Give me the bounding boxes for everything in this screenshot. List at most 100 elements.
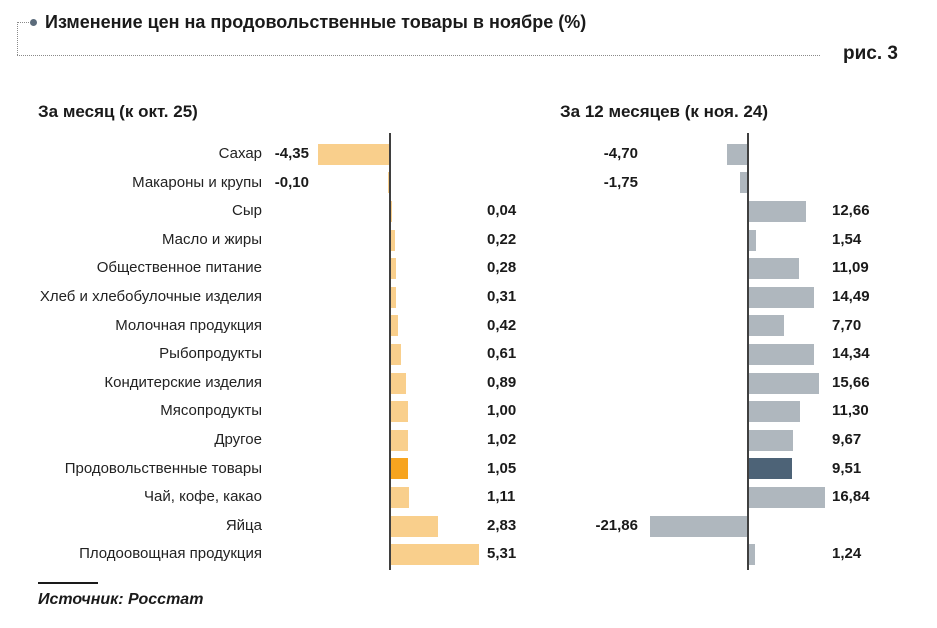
month-value-label: 0,89 xyxy=(487,373,517,391)
category-label: Макароны и крупы xyxy=(132,173,262,191)
title-frame-left-border xyxy=(17,22,19,55)
month-value-label: 0,28 xyxy=(487,259,517,277)
year-value-label: 16,84 xyxy=(832,488,870,506)
month-value-label: 2,83 xyxy=(487,516,517,534)
month-value-label: -0,10 xyxy=(274,173,309,191)
chart-row: Сахар -4,35 -4,70 xyxy=(0,140,937,169)
month-value-label: -4,35 xyxy=(274,145,309,162)
month-bar xyxy=(391,372,406,394)
year-value-label: 15,66 xyxy=(832,373,870,391)
chart-row: Яйца 2,83 -21,86 xyxy=(0,512,937,541)
month-value-label: 1,05 xyxy=(487,459,517,477)
month-value-label: 0,04 xyxy=(487,202,517,220)
category-label: Плодоовощная продукция xyxy=(79,545,262,563)
month-bar xyxy=(391,401,408,423)
year-bar xyxy=(649,515,748,537)
month-value-label: 0,61 xyxy=(487,345,517,363)
year-bar xyxy=(726,143,748,165)
month-value-label: 1,00 xyxy=(487,402,517,420)
chart-row: Общественное питание 0,28 11,09 xyxy=(0,254,937,283)
year-bar xyxy=(749,458,792,480)
category-label: Общественное питание xyxy=(96,259,262,277)
title-frame-bottom-border xyxy=(17,55,820,57)
year-value-label: 1,24 xyxy=(832,545,862,563)
chart-row: Макароны и крупы -0,10 -1,75 xyxy=(0,169,937,198)
category-label: Мясопродукты xyxy=(160,402,262,420)
category-label: Хлеб и хлебобулочные изделия xyxy=(39,288,262,305)
month-bar xyxy=(391,315,398,337)
year-value-label: 11,09 xyxy=(832,259,869,277)
year-bar xyxy=(749,286,815,308)
category-label: Сыр xyxy=(232,202,262,220)
year-bar xyxy=(749,229,756,251)
chart-row: Хлеб и хлебобулочные изделия 0,31 14,49 xyxy=(0,283,937,312)
year-value-label: -21,86 xyxy=(595,516,638,534)
source-note: Источник: Росстат xyxy=(38,591,204,608)
year-bar xyxy=(749,343,814,365)
chart-row: Другое 1,02 9,67 xyxy=(0,426,937,455)
chart-row: Рыбопродукты 0,61 14,34 xyxy=(0,340,937,369)
category-label: Сахар xyxy=(218,145,262,162)
year-panel-header: За 12 месяцев (к ноя. 24) xyxy=(560,102,768,121)
year-value-label: -1,75 xyxy=(603,173,638,191)
year-bar xyxy=(749,486,825,508)
chart-row: Мясопродукты 1,00 11,30 xyxy=(0,397,937,426)
year-bar xyxy=(749,401,800,423)
month-bar xyxy=(391,544,480,566)
month-bar xyxy=(391,515,438,537)
category-label: Чай, кофе, какао xyxy=(144,488,262,506)
year-bar xyxy=(749,200,806,222)
category-label: Рыбопродукты xyxy=(159,345,262,363)
month-value-label: 0,22 xyxy=(487,230,517,248)
month-panel-header: За месяц (к окт. 25) xyxy=(38,102,198,121)
month-value-label: 0,42 xyxy=(487,316,517,334)
year-value-label: 11,30 xyxy=(832,402,869,420)
month-bar xyxy=(391,258,396,280)
month-bar xyxy=(317,143,390,165)
year-bar xyxy=(749,429,793,451)
figure-number-label: рис. 3 xyxy=(843,43,898,64)
year-bar xyxy=(749,315,784,337)
month-bar xyxy=(391,343,402,365)
year-value-label: 12,66 xyxy=(832,202,870,220)
year-value-label: 7,70 xyxy=(832,316,862,334)
year-value-label: -4,70 xyxy=(603,145,638,162)
category-label: Масло и жиры xyxy=(161,230,262,248)
month-value-label: 1,11 xyxy=(487,488,516,506)
chart-row: Масло и жиры 0,22 1,54 xyxy=(0,226,937,255)
year-value-label: 1,54 xyxy=(832,230,862,248)
month-bar xyxy=(391,458,409,480)
month-value-label: 5,31 xyxy=(487,545,517,563)
chart-row: Плодоовощная продукция 5,31 1,24 xyxy=(0,540,937,569)
category-label: Кондитерские изделия xyxy=(104,373,262,391)
title-frame-top-segment xyxy=(17,22,29,24)
month-bar xyxy=(391,486,410,508)
chart-row: Кондитерские изделия 0,89 15,66 xyxy=(0,369,937,398)
category-label: Молочная продукция xyxy=(115,316,262,334)
chart-row: Чай, кофе, какао 1,11 16,84 xyxy=(0,483,937,512)
category-label: Другое xyxy=(214,431,262,448)
month-value-label: 1,02 xyxy=(487,431,517,448)
category-label: Продовольственные товары xyxy=(64,459,262,477)
year-value-label: 14,49 xyxy=(832,288,870,305)
month-bar xyxy=(391,200,392,222)
bullet-icon xyxy=(30,19,37,26)
year-bar xyxy=(749,544,755,566)
year-axis-line xyxy=(747,133,749,570)
year-value-label: 9,51 xyxy=(832,459,862,477)
month-bar xyxy=(391,286,397,308)
chart-row: Сыр 0,04 12,66 xyxy=(0,197,937,226)
month-axis-line xyxy=(389,133,391,570)
category-label: Яйца xyxy=(225,516,262,534)
month-bar xyxy=(391,429,408,451)
source-divider-line xyxy=(38,582,98,584)
year-bar xyxy=(749,258,799,280)
year-bar xyxy=(740,172,748,194)
chart-row: Молочная продукция 0,42 7,70 xyxy=(0,312,937,341)
chart-title: Изменение цен на продовольственные товар… xyxy=(45,12,587,32)
year-bar xyxy=(749,372,820,394)
month-bar xyxy=(391,229,395,251)
year-value-label: 9,67 xyxy=(832,431,862,448)
